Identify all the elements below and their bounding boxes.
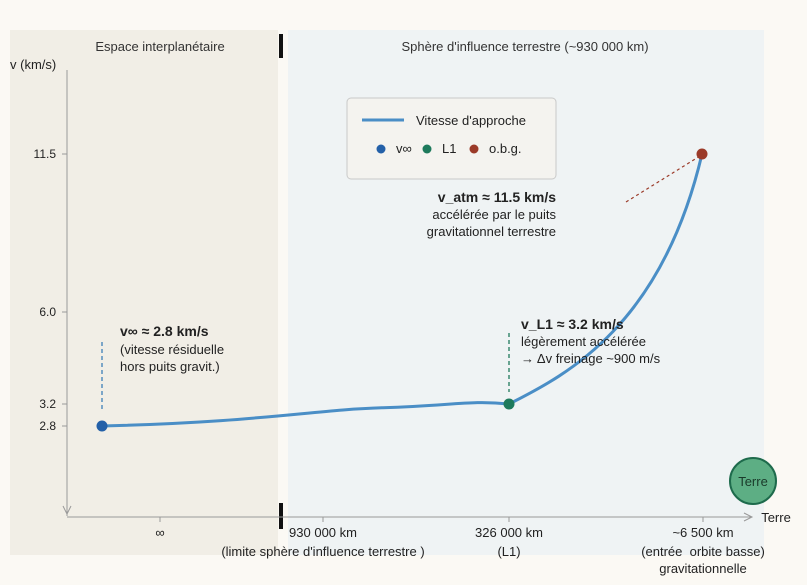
- annotation-atm-title: v_atm ≈ 11.5 km/s: [438, 189, 556, 205]
- x-tick-sublabel: (entrée orbite basse): [641, 544, 765, 559]
- annotation-l1-line-2: → Δv freinage ~900 m/s: [521, 351, 661, 366]
- x-tick-sublabel: (limite sphère d'influence terrestre ): [221, 544, 424, 559]
- legend-l1-label: L1: [442, 141, 456, 156]
- x-axis-arrow: [743, 512, 754, 522]
- x-axis-label: Terre: [761, 510, 791, 525]
- y-tick-label: 3.2: [39, 397, 56, 411]
- annotation-atm-line-1: accélérée par le puits: [432, 207, 556, 222]
- annotation-l1-line-1: légèrement accélérée: [521, 334, 646, 349]
- annotation-l1-title: v_L1 ≈ 3.2 km/s: [521, 316, 624, 332]
- legend-series-label: Vitesse d'approche: [416, 113, 526, 128]
- annotation-vinf-title: v∞ ≈ 2.8 km/s: [120, 323, 209, 339]
- legend-obg-dot: [469, 144, 479, 154]
- region-right-title: Sphère d'influence terrestre (~930 000 k…: [401, 39, 648, 54]
- marker-l1: [503, 398, 515, 410]
- x-tick-label: 930 000 km: [289, 525, 357, 540]
- earth-label: Terre: [738, 474, 768, 489]
- x-tick-extra-label: gravitationnelle: [659, 561, 746, 576]
- region-left-title: Espace interplanétaire: [95, 39, 224, 54]
- marker-vinf: [96, 420, 108, 432]
- region-interplanetary: [10, 30, 278, 555]
- x-ticks: ∞ 930 000 km (limite sphère d'influence te…: [155, 517, 765, 559]
- x-tick-sublabel: (L1): [497, 544, 520, 559]
- legend-box: [346, 97, 557, 180]
- markers: [96, 148, 708, 432]
- divider-top-mark: [279, 34, 283, 58]
- y-axis-arrow: [62, 505, 72, 516]
- legend-vinf-dot: [376, 144, 386, 154]
- legend-obg-label: o.b.g.: [489, 141, 522, 156]
- legend-vinf-label: v∞: [396, 141, 412, 156]
- y-tick-label: 6.0: [39, 305, 56, 319]
- atm-leader: [625, 155, 701, 203]
- y-tick-label: 11.5: [34, 147, 57, 161]
- y-ticks: 2.8 3.2 6.0 11.5: [34, 147, 67, 433]
- marker-obg: [696, 148, 708, 160]
- y-axis-label: v (km/s): [10, 57, 56, 72]
- series-line-vitesse-approche: [100, 152, 704, 428]
- x-tick-label: ~6 500 km: [672, 525, 733, 540]
- earth-icon: [729, 457, 777, 505]
- annotation-vinf-line-2: hors puits gravit.): [120, 359, 220, 374]
- annotation-atm-line-2: gravitationnel terrestre: [427, 224, 556, 239]
- x-tick-label: 326 000 km: [475, 525, 543, 540]
- legend-l1-dot: [422, 144, 432, 154]
- x-tick-label: ∞: [155, 525, 164, 540]
- divider-bottom-mark: [279, 503, 283, 529]
- y-tick-label: 2.8: [39, 419, 56, 433]
- annotation-vinf-line-1: (vitesse résiduelle: [120, 342, 224, 357]
